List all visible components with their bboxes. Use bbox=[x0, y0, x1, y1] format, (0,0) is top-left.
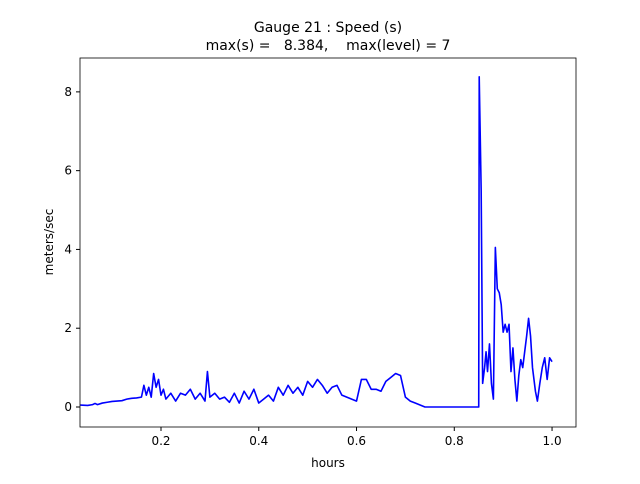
x-tick-label: 0.6 bbox=[347, 434, 366, 448]
y-tick-label: 8 bbox=[64, 85, 72, 99]
plot-frame bbox=[79, 57, 577, 428]
chart-subtitle: max(s) = 8.384, max(level) = 7 bbox=[206, 38, 451, 54]
y-tick-label: 0 bbox=[64, 400, 72, 414]
x-tick-label: 0.8 bbox=[445, 434, 464, 448]
x-tick-label: 1.0 bbox=[543, 434, 562, 448]
line bbox=[80, 75, 553, 408]
y-tick-label: 2 bbox=[64, 321, 72, 335]
y-axis-label: meters/sec bbox=[42, 209, 56, 276]
y-tick-label: 6 bbox=[64, 164, 72, 178]
y-tick-label: 4 bbox=[64, 242, 72, 256]
chart-title: Gauge 21 : Speed (s) bbox=[254, 20, 402, 36]
x-tick-label: 0.4 bbox=[249, 434, 268, 448]
x-axis-label: hours bbox=[311, 456, 345, 470]
x-tick-label: 0.2 bbox=[151, 434, 170, 448]
